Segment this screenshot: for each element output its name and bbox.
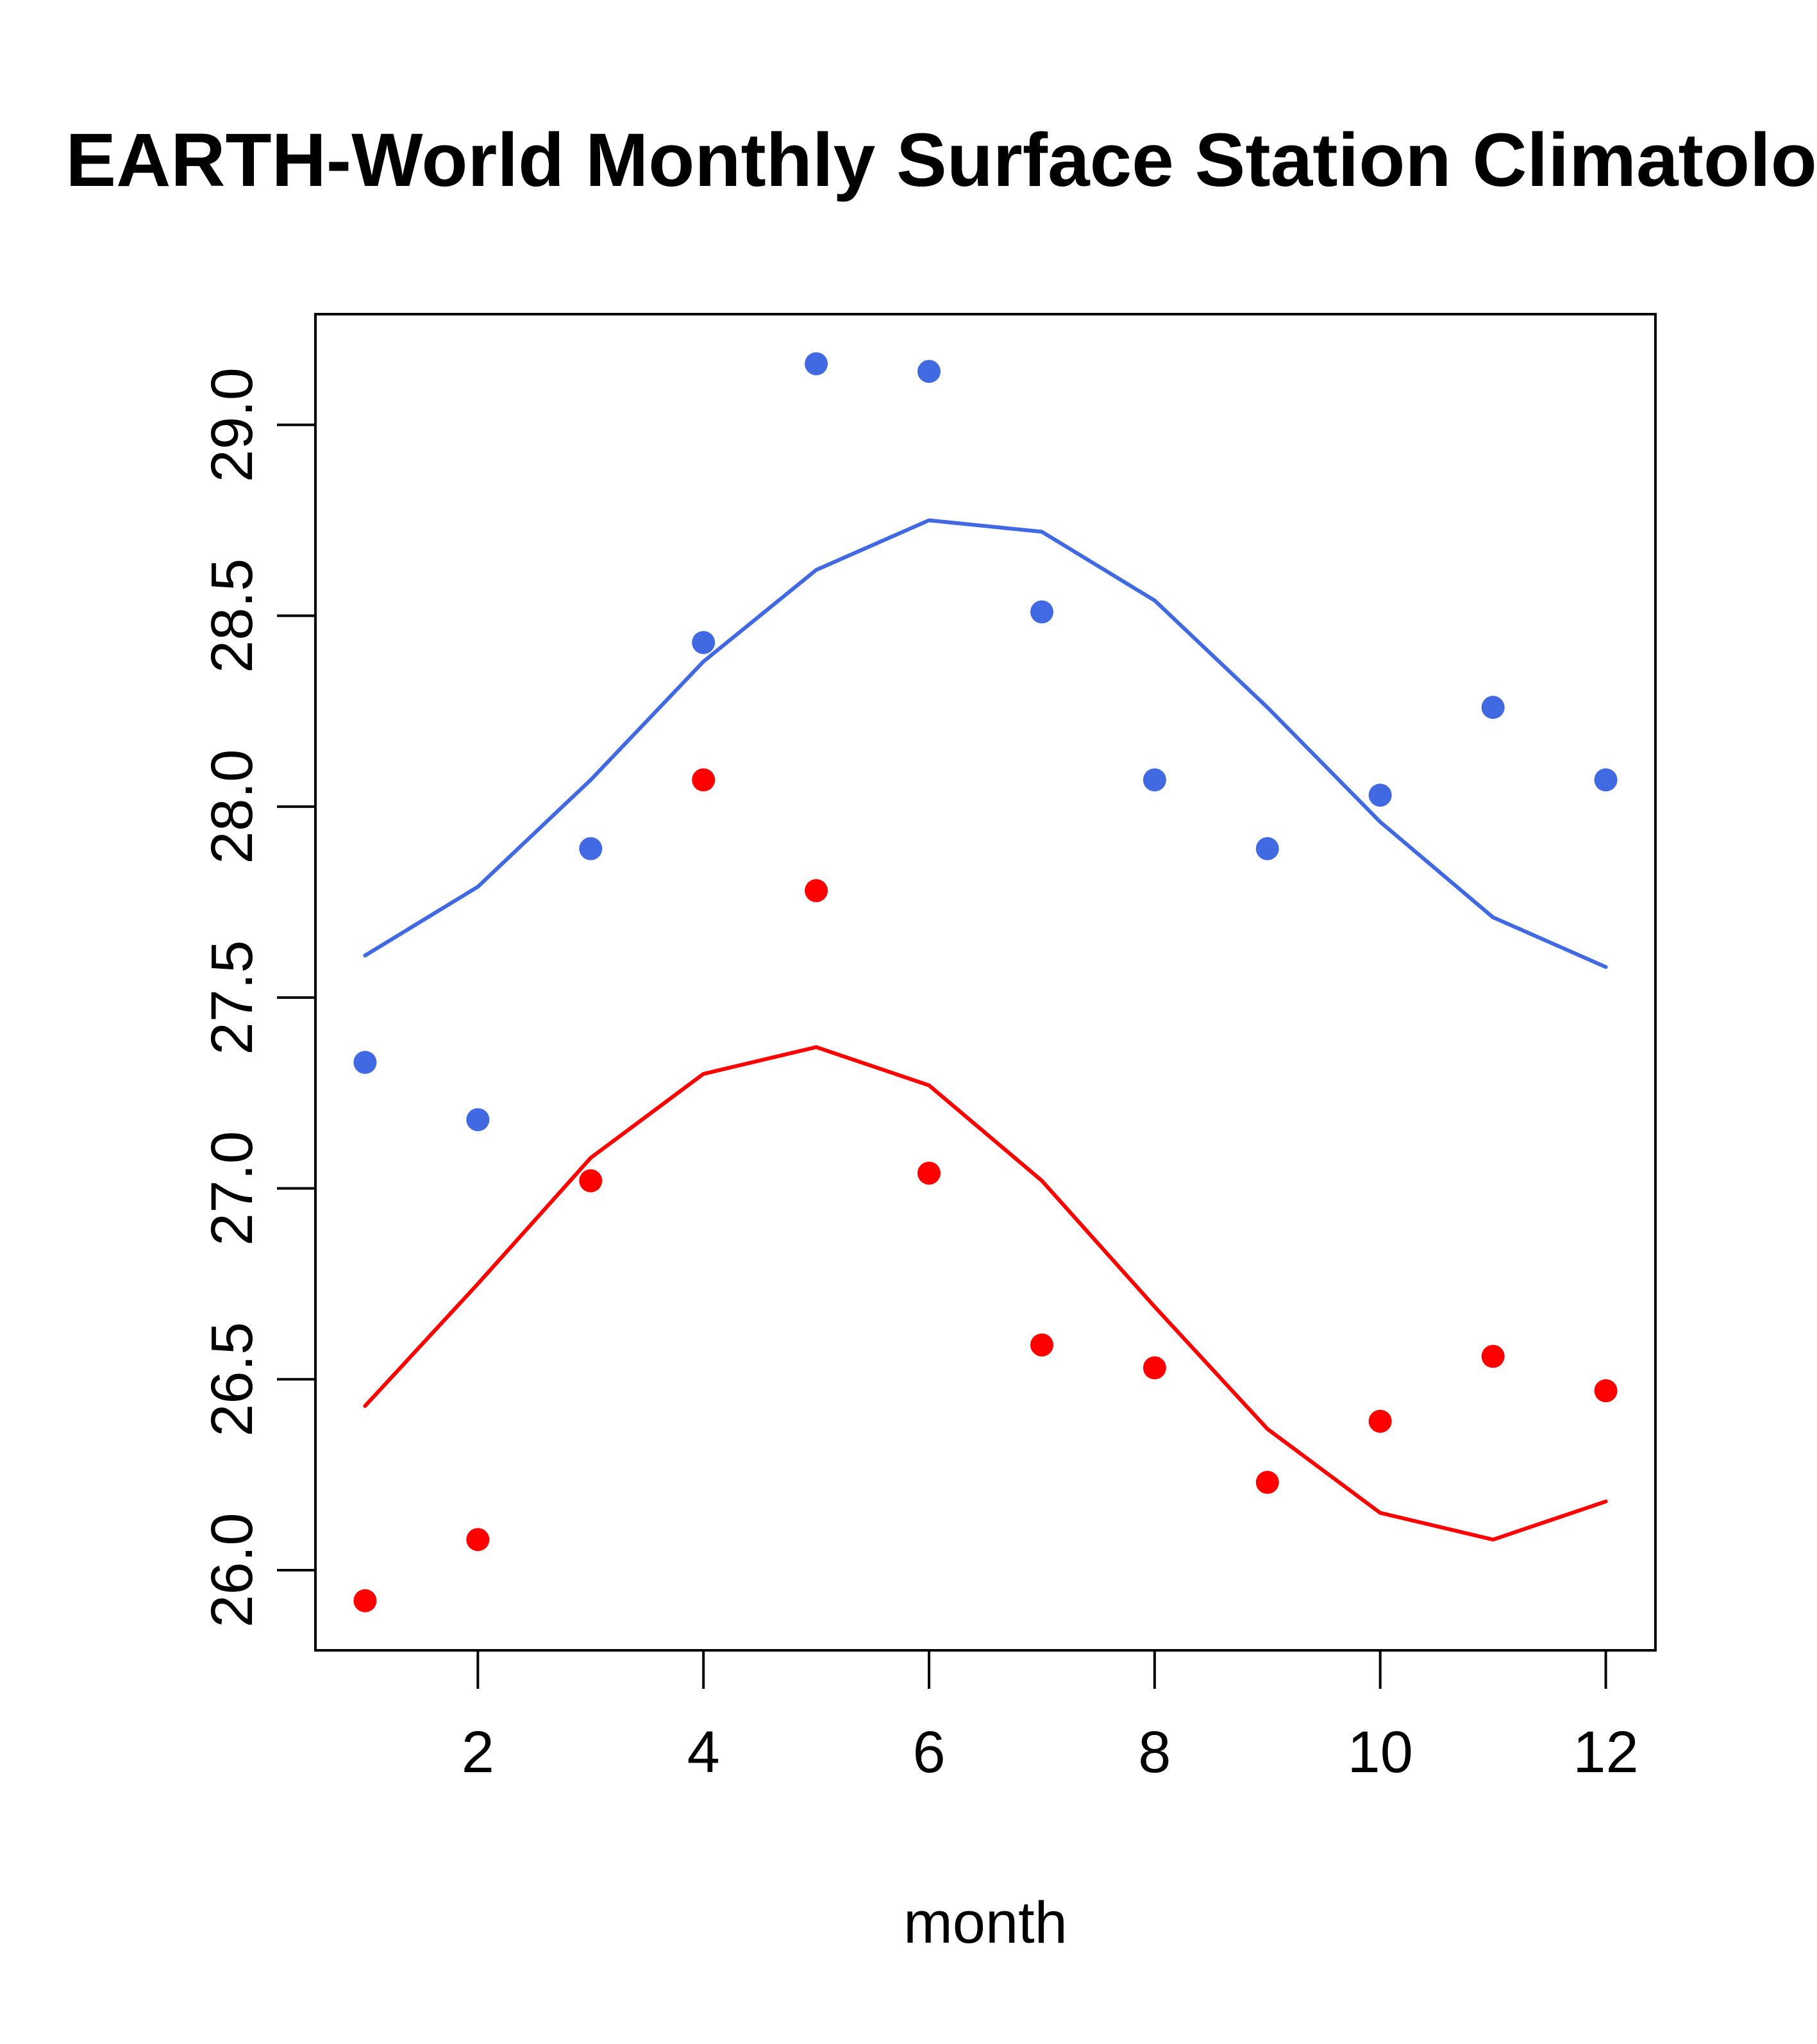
blue-points-point-2	[466, 1108, 490, 1132]
blue-points-point-7	[1030, 600, 1053, 624]
x-tick-label: 4	[687, 1720, 720, 1785]
red-points-point-1	[353, 1589, 377, 1613]
blue-points-point-12	[1594, 768, 1618, 792]
red-points-point-3	[579, 1169, 603, 1193]
blue-points-point-5	[805, 352, 828, 376]
blue-points-point-9	[1255, 837, 1279, 860]
y-tick-label: 26.5	[199, 1322, 265, 1437]
red-points-point-7	[1030, 1333, 1053, 1357]
red-points-point-10	[1368, 1409, 1392, 1433]
blue-points-point-10	[1368, 783, 1392, 807]
blue-points-point-8	[1143, 768, 1166, 792]
x-tick-label: 12	[1573, 1720, 1638, 1785]
y-tick-label: 27.0	[199, 1131, 265, 1246]
x-axis: 2 4 6 8 10 12	[462, 1650, 1639, 1785]
red-points-point-4	[692, 768, 716, 792]
plot-area	[353, 352, 1618, 1613]
y-tick-label: 28.0	[199, 750, 265, 864]
blue-points-point-6	[917, 360, 941, 383]
blue-line-path	[363, 518, 1608, 969]
series-blue-points	[353, 352, 1618, 1132]
y-axis: 26.0 26.5 27.0 27.5 28.0 28.5 29.0	[199, 367, 315, 1627]
chart-title: EARTH-World Monthly Surface Station Clim…	[65, 118, 1817, 203]
x-tick-label: 6	[912, 1720, 945, 1785]
plot-frame	[314, 313, 1657, 1652]
red-points-point-5	[805, 879, 828, 903]
blue-points-point-11	[1481, 696, 1505, 719]
red-points-point-11	[1481, 1345, 1505, 1368]
series-red-line	[363, 1045, 1608, 1542]
red-line-path	[363, 1045, 1608, 1542]
series-blue-line	[363, 518, 1608, 969]
red-points-point-9	[1255, 1471, 1279, 1494]
y-tick-label: 27.5	[199, 940, 265, 1055]
red-points-point-12	[1594, 1379, 1618, 1403]
x-tick-label: 10	[1348, 1720, 1413, 1785]
y-tick-label: 29.0	[199, 367, 265, 482]
blue-points-point-4	[692, 631, 716, 655]
x-axis-label: month	[903, 1890, 1068, 1956]
red-points-point-2	[466, 1528, 490, 1552]
red-points-point-8	[1143, 1356, 1166, 1380]
y-tick-label: 26.0	[199, 1512, 265, 1627]
red-points-point-6	[917, 1161, 941, 1185]
x-tick-label: 2	[462, 1720, 494, 1785]
blue-points-point-3	[579, 837, 603, 860]
y-tick-label: 28.5	[199, 558, 265, 673]
blue-points-point-1	[353, 1051, 377, 1074]
series-red-points	[353, 768, 1618, 1613]
x-tick-label: 8	[1138, 1720, 1171, 1785]
